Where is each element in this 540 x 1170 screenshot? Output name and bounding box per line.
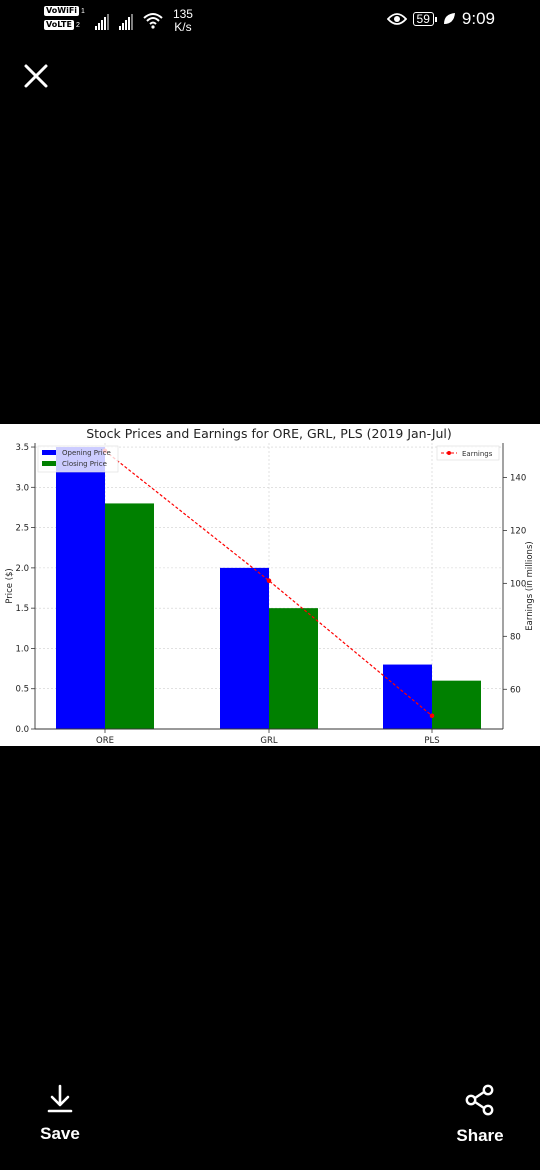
y2-axis-label: Earnings (in millions): [525, 541, 535, 630]
legend-marker-earnings: [447, 451, 451, 455]
save-button[interactable]: Save: [20, 1084, 100, 1144]
sim2-label: 2: [75, 21, 80, 29]
legend-swatch-opening-price: [42, 450, 56, 455]
share-icon: [465, 1084, 494, 1116]
status-bar: VoWiFi 1 VoLTE 2 135 K/s: [0, 0, 540, 44]
speed-unit: K/s: [174, 20, 192, 34]
legend-swatch-closing-price: [42, 461, 56, 466]
signal-icon-sim2: [118, 14, 133, 30]
y2-tick-label: 120: [510, 526, 526, 536]
clock: 9:09: [461, 9, 495, 28]
close-icon: [24, 64, 48, 88]
y-tick-label: 0.5: [15, 685, 29, 695]
chart-title: Stock Prices and Earnings for ORE, GRL, …: [86, 426, 452, 441]
network-badges: VoWiFi 1 VoLTE 2: [44, 6, 85, 30]
earnings-point-pls: [429, 713, 435, 719]
y2-tick-label: 100: [510, 579, 526, 589]
share-button[interactable]: Share: [440, 1084, 520, 1146]
volte-badge: VoLTE: [44, 20, 74, 30]
legend-label-opening-price: Opening Price: [62, 449, 111, 457]
earnings-point-grl: [266, 578, 272, 584]
close-button[interactable]: [22, 62, 50, 90]
bar-closing-price-pls: [432, 680, 481, 729]
bar-closing-price-ore: [105, 503, 154, 729]
y2-tick-label: 60: [510, 685, 521, 695]
battery-indicator: 59: [412, 12, 438, 26]
share-label: Share: [456, 1126, 504, 1145]
sim1-label: 1: [81, 7, 85, 15]
y2-tick-label: 140: [510, 473, 526, 483]
chart-image: Stock Prices and Earnings for ORE, GRL, …: [0, 424, 540, 746]
status-bar-left: VoWiFi 1 VoLTE 2 135 K/s: [44, 6, 193, 34]
network-speed: 135 K/s: [173, 8, 193, 34]
x-tick-label: PLS: [424, 736, 439, 746]
y-tick-label: 1.0: [15, 644, 29, 654]
legend-label-closing-price: Closing Price: [62, 460, 107, 468]
y-tick-label: 3.5: [15, 443, 29, 453]
wifi-icon: [143, 13, 163, 29]
bar-closing-price-grl: [269, 608, 318, 729]
eye-icon: [386, 13, 407, 25]
download-icon: [47, 1084, 73, 1113]
bar-opening-price-grl: [220, 567, 269, 729]
earnings-line: [104, 450, 433, 717]
y-tick-label: 1.5: [15, 604, 29, 614]
status-bar-right: 59 9:09: [386, 9, 495, 29]
legend-right-box: [436, 445, 500, 461]
y-tick-label: 2.5: [15, 524, 29, 534]
y-tick-label: 3.0: [15, 483, 29, 493]
speed-value: 135: [172, 7, 193, 21]
leaf-icon: [443, 13, 455, 24]
signal-icon-sim1: [94, 14, 109, 30]
chart-svg: Stock Prices and Earnings for ORE, GRL, …: [5, 426, 535, 746]
save-label: Save: [40, 1124, 80, 1143]
x-tick-label: GRL: [260, 736, 277, 746]
y-axis-label: Price ($): [5, 568, 15, 603]
bar-opening-price-pls: [383, 664, 432, 729]
y-tick-label: 2.0: [15, 564, 29, 574]
vowifi-badge: VoWiFi: [44, 6, 80, 16]
legend-label-earnings: Earnings: [462, 450, 493, 458]
bar-opening-price-ore: [56, 447, 105, 729]
y2-tick-label: 80: [510, 632, 521, 642]
y-tick-label: 0.0: [15, 725, 29, 735]
x-tick-label: ORE: [96, 736, 114, 746]
